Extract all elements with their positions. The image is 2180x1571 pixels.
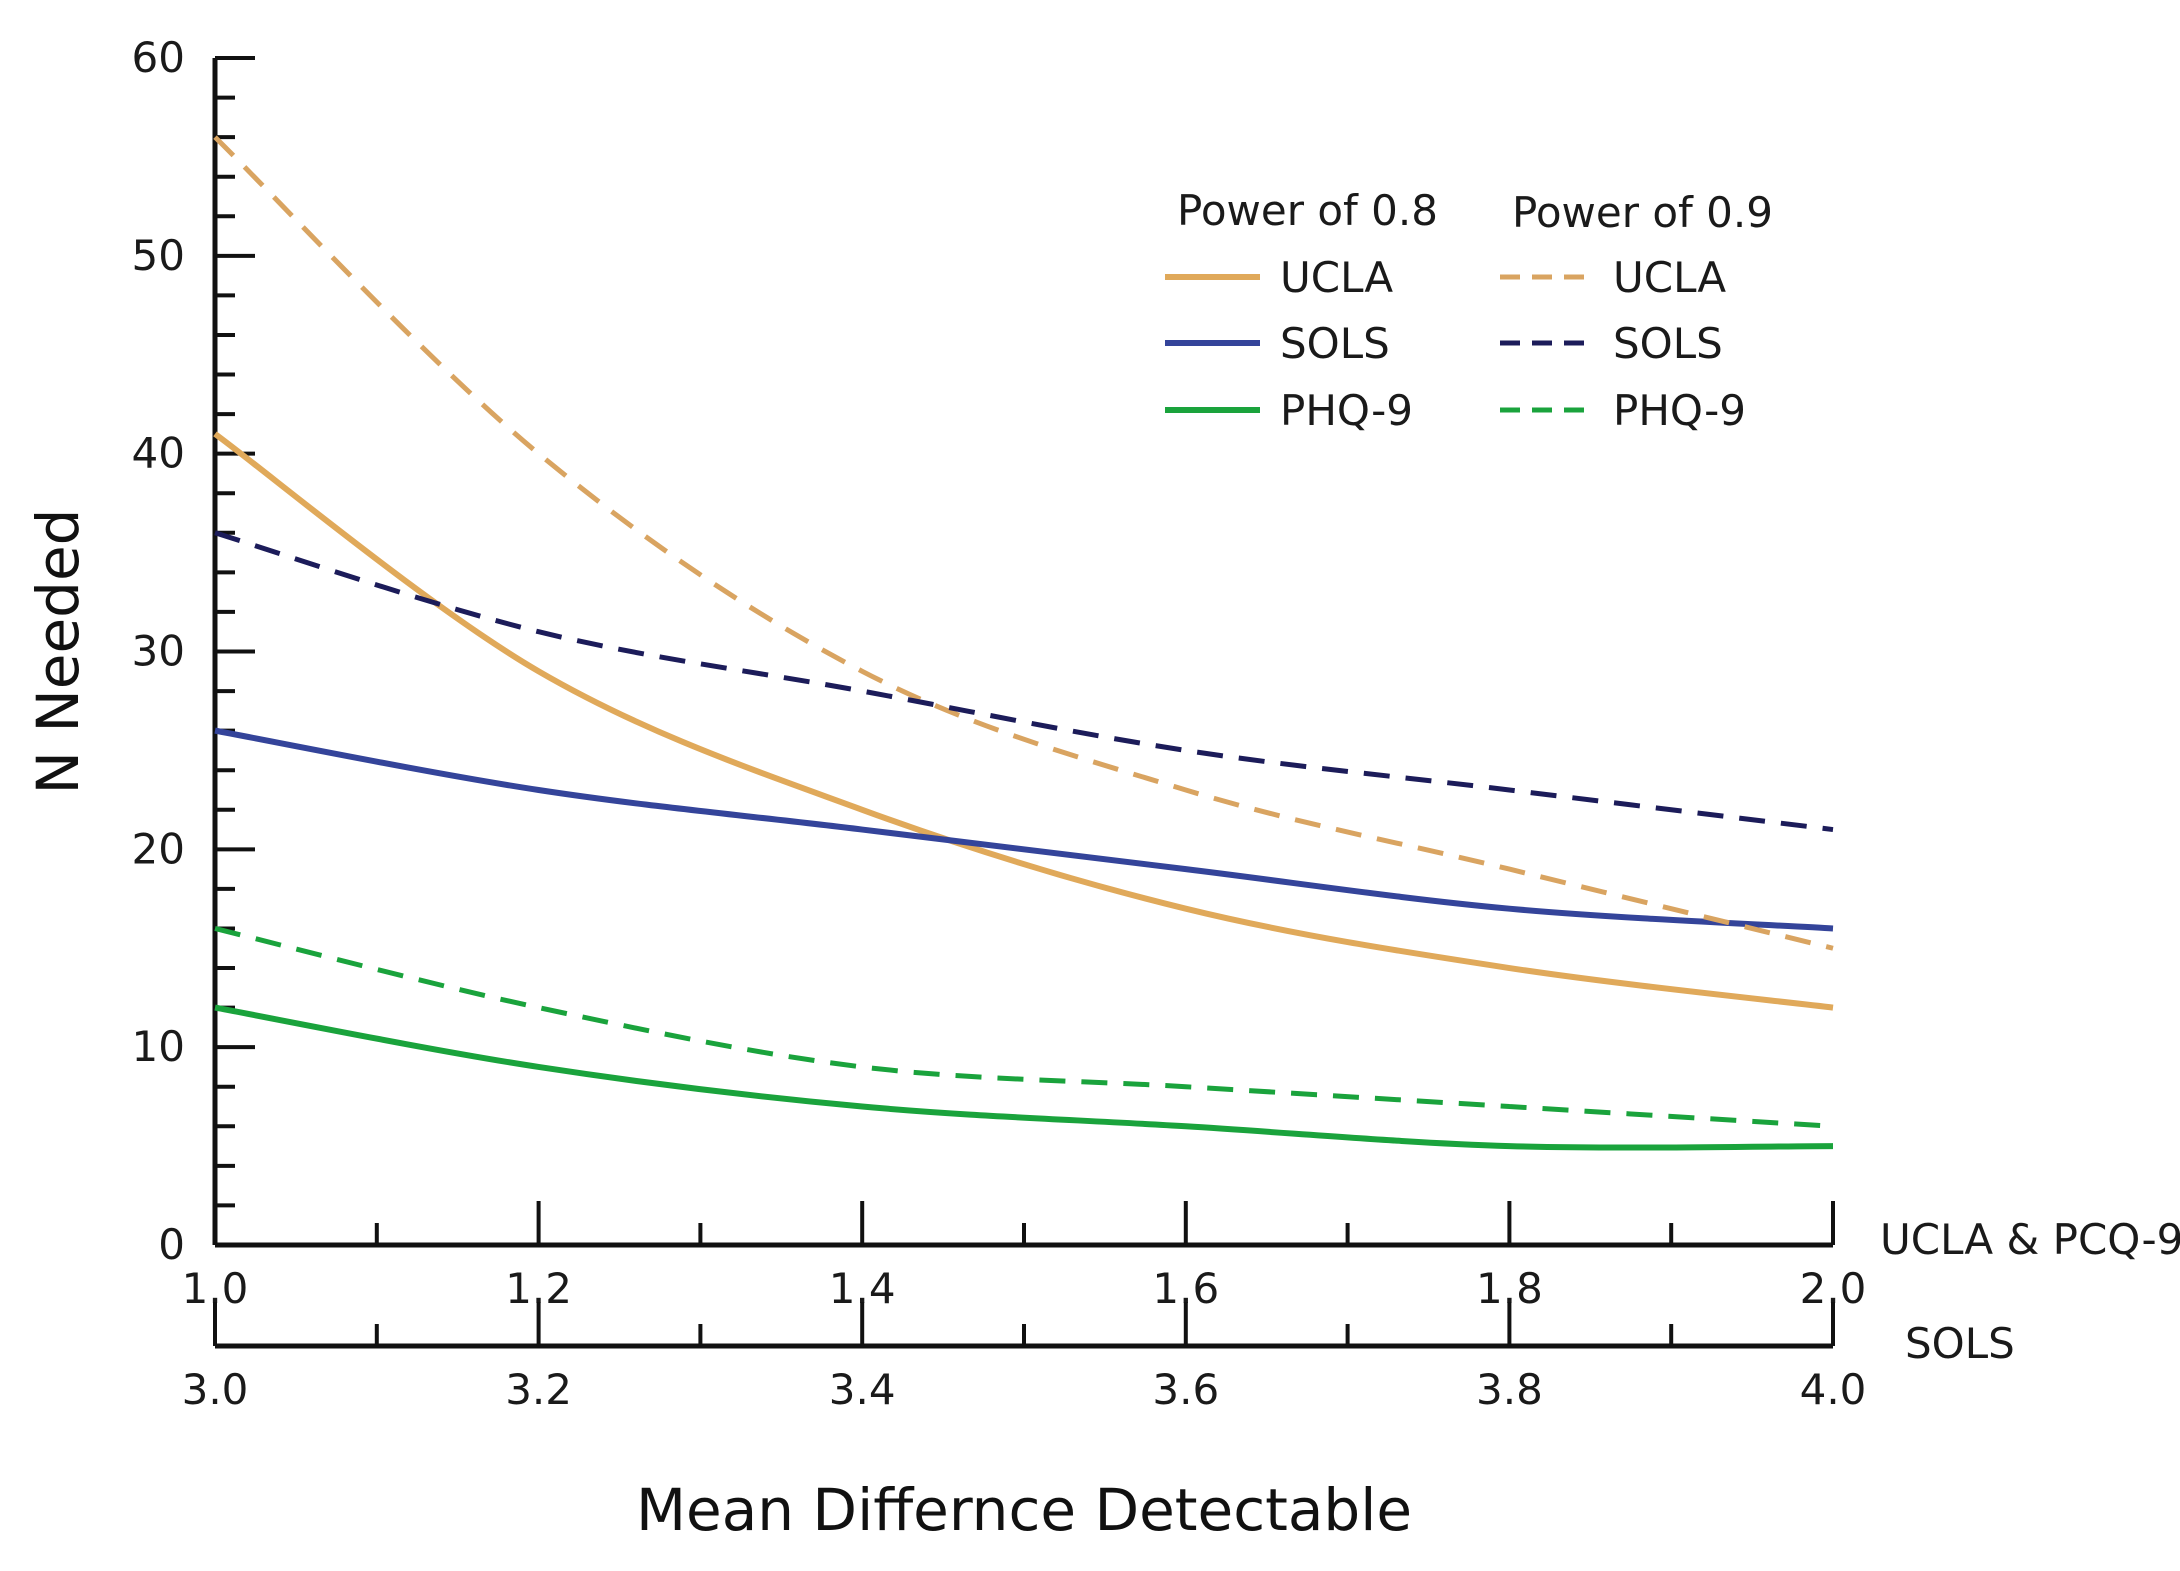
x-tick-label: 3.2: [505, 1365, 572, 1414]
series-line-phq9-08: [214, 1004, 1834, 1151]
y-tick-label: 30: [132, 627, 185, 676]
axis-titles: N Needed Mean Differnce Detectable: [24, 509, 1412, 1544]
series-line-phq9-09: [214, 926, 1834, 1129]
legend-label: UCLA: [1613, 253, 1726, 302]
legend-label: SOLS: [1613, 319, 1723, 368]
legend-header-power-09: Power of 0.9: [1512, 188, 1773, 237]
x-axis-1-name: UCLA & PCQ-9: [1880, 1215, 2180, 1264]
y-tick-label: 10: [132, 1022, 185, 1071]
x-axis-2-name: SOLS: [1905, 1319, 2015, 1368]
series-line-sols-09: [214, 530, 1834, 833]
legend: Power of 0.8 Power of 0.9 UCLA SOLS PHQ-9 UCL…: [1165, 186, 1773, 435]
x-tick-label: 3.6: [1152, 1365, 1219, 1414]
x-tick-label: 3.8: [1476, 1365, 1543, 1414]
legend-label: PHQ-9: [1280, 386, 1413, 435]
y-tick-label: 20: [132, 824, 185, 873]
legend-header-power-08: Power of 0.8: [1177, 186, 1438, 235]
legend-label: SOLS: [1280, 319, 1390, 368]
x-tick-label: 4.0: [1800, 1365, 1867, 1414]
series-line-sols-08: [214, 727, 1834, 932]
series-line-ucla-09: [213, 135, 1834, 951]
legend-label: UCLA: [1280, 253, 1393, 302]
y-axis-title: N Needed: [24, 509, 92, 795]
series-layer: [213, 135, 1834, 1151]
series-line-ucla-08: [213, 431, 1834, 1011]
x-tick-label: 3.0: [182, 1365, 249, 1414]
y-tick-label: 60: [132, 33, 185, 82]
x-tick-label: 3.4: [829, 1365, 896, 1414]
y-tick-label: 50: [132, 231, 185, 280]
legend-label: PHQ-9: [1613, 386, 1746, 435]
y-tick-label: 0: [158, 1220, 185, 1269]
x-axis-title: Mean Differnce Detectable: [636, 1476, 1412, 1544]
y-tick-label: 40: [132, 429, 185, 478]
